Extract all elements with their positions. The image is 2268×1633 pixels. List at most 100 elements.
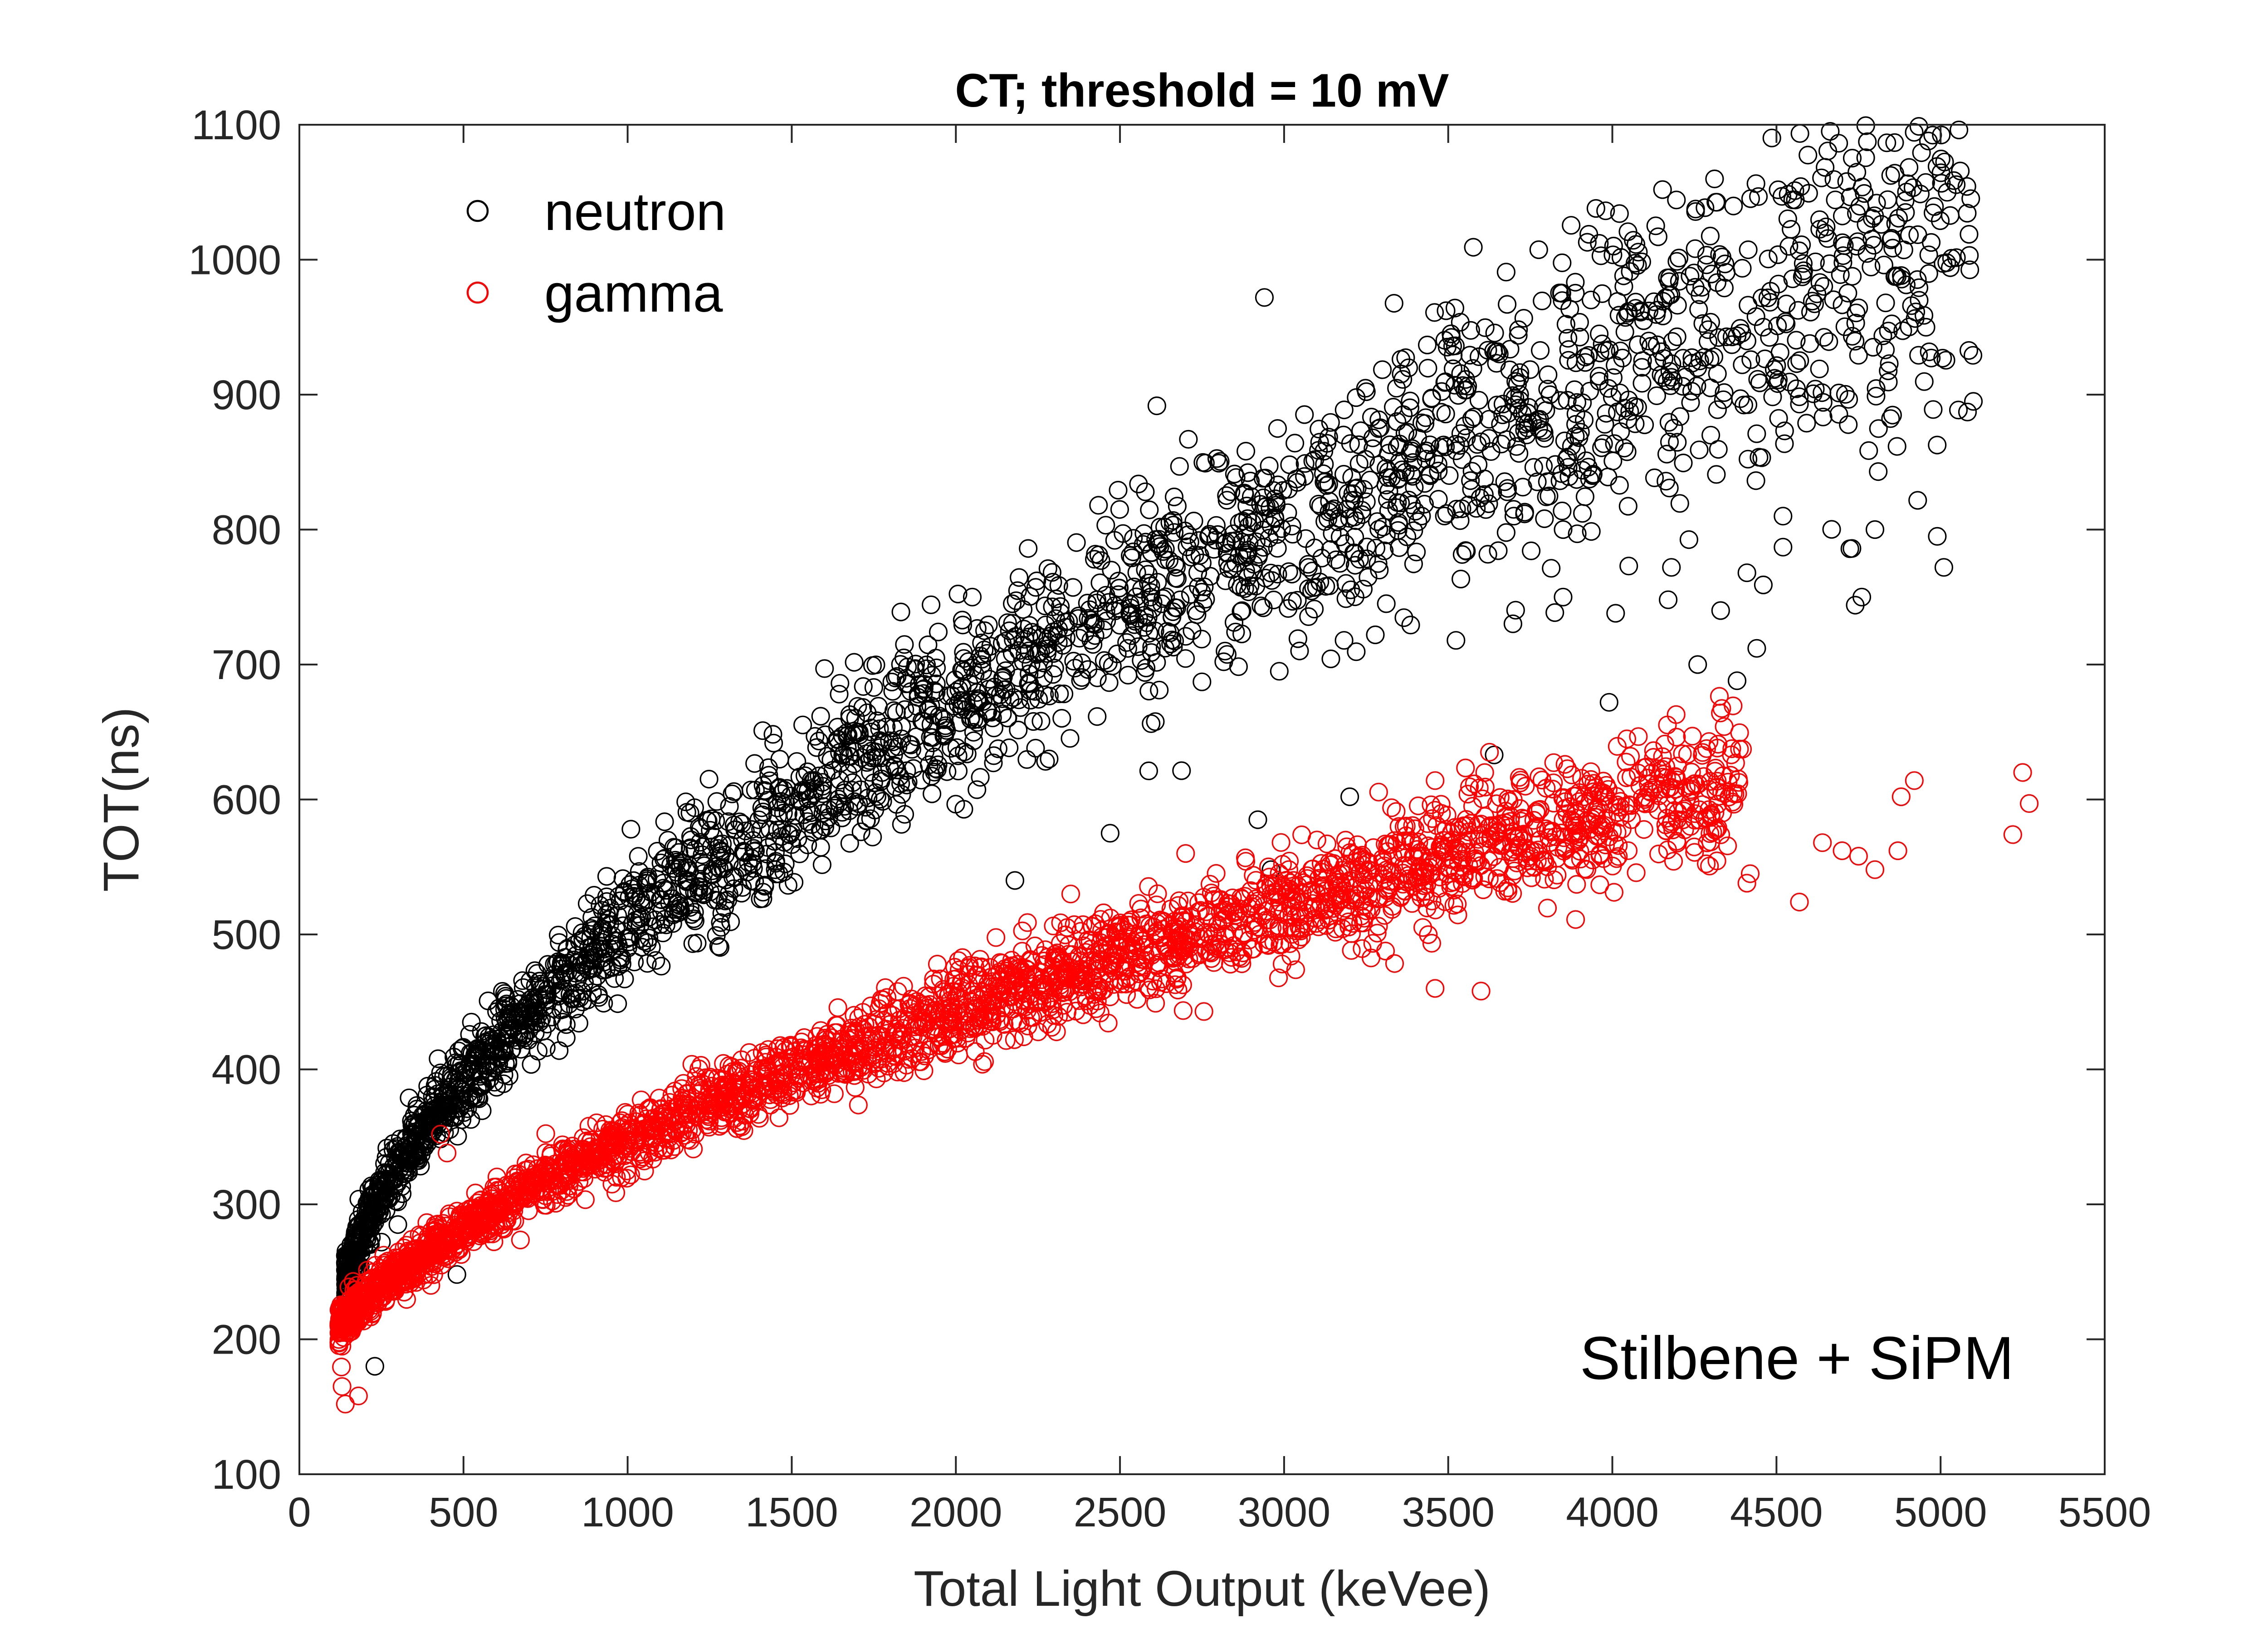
neutron-point (1731, 389, 1750, 408)
neutron-point (1350, 550, 1369, 569)
neutron-point (1362, 407, 1381, 427)
neutron-point (709, 937, 728, 956)
neutron-point (1403, 453, 1422, 472)
neutron-point (1117, 633, 1136, 652)
neutron-point (1937, 253, 1956, 272)
gamma-point (1657, 809, 1677, 828)
gamma-point (1134, 938, 1154, 957)
gamma-point (1701, 832, 1721, 851)
neutron-point (1594, 434, 1613, 453)
gamma-point (965, 956, 984, 976)
gamma-point (1151, 910, 1170, 929)
neutron-point (608, 994, 627, 1013)
gamma-point (1385, 954, 1404, 973)
neutron-point (1501, 340, 1520, 359)
gamma-point (1303, 894, 1322, 913)
neutron-point (1182, 548, 1201, 567)
neutron-point (1407, 543, 1426, 562)
neutron-point (1514, 308, 1533, 328)
neutron-point (1019, 539, 1038, 558)
neutron-point (1229, 657, 1248, 676)
neutron-point (852, 748, 871, 767)
neutron-point (1659, 590, 1678, 609)
neutron-point (1471, 432, 1491, 451)
neutron-point (947, 738, 966, 757)
neutron-point (1108, 644, 1127, 664)
neutron-point (1559, 340, 1578, 359)
gamma-point (1608, 737, 1627, 756)
neutron-point (1217, 645, 1237, 664)
gamma-point (1574, 787, 1593, 807)
neutron-point (1912, 143, 1931, 162)
neutron-point (1631, 303, 1650, 322)
neutron-point (1167, 557, 1186, 577)
neutron-point (496, 987, 515, 1006)
neutron-point (1084, 613, 1103, 633)
neutron-point (1050, 684, 1069, 704)
neutron-point (693, 871, 712, 890)
gamma-point (621, 1165, 640, 1184)
neutron-point (1142, 643, 1161, 662)
neutron-point (1534, 457, 1553, 476)
neutron-point (1633, 351, 1652, 370)
neutron-point (1682, 348, 1701, 367)
neutron-point (680, 803, 699, 822)
neutron-point (828, 718, 847, 737)
gamma-point (1348, 848, 1367, 867)
neutron-point (902, 740, 922, 759)
neutron-point (1876, 293, 1895, 313)
neutron-point (1639, 301, 1659, 321)
neutron-point (788, 829, 807, 848)
gamma-point (811, 1085, 830, 1104)
neutron-point (1515, 504, 1534, 523)
neutron-point (1557, 450, 1576, 469)
neutron-point (1615, 439, 1634, 458)
neutron-point (1732, 323, 1751, 343)
neutron-point (1717, 327, 1736, 347)
neutron-point (1826, 191, 1845, 210)
neutron-point (811, 707, 830, 726)
gamma-point (1191, 901, 1210, 920)
neutron-point (1027, 571, 1046, 591)
neutron-point (838, 738, 857, 758)
neutron-point (1590, 324, 1609, 343)
neutron-point (1455, 381, 1475, 400)
neutron-point (621, 820, 640, 839)
neutron-point (1184, 511, 1203, 531)
neutron-point (1791, 177, 1810, 196)
gamma-point (1617, 729, 1637, 748)
neutron-point (971, 646, 990, 665)
neutron-point (1233, 512, 1252, 531)
neutron-point (1790, 395, 1809, 414)
neutron-point (1008, 581, 1027, 600)
neutron-point (1368, 512, 1387, 531)
gamma-point (1222, 948, 1241, 967)
neutron-point (1384, 293, 1403, 313)
gamma-point (1604, 883, 1623, 902)
neutron-point (1747, 424, 1766, 443)
neutron-point (1460, 346, 1480, 365)
neutron-point (891, 774, 910, 793)
neutron-point (1848, 163, 1867, 182)
gamma-point (892, 1031, 911, 1050)
neutron-point (778, 876, 798, 895)
neutron-point (745, 754, 764, 773)
neutron-point (1279, 599, 1298, 618)
neutron-point (716, 845, 735, 865)
neutron-point (1539, 365, 1558, 384)
neutron-point (510, 1025, 529, 1044)
neutron-point (1114, 524, 1133, 543)
gamma-point (1320, 906, 1339, 925)
neutron-point (1739, 296, 1758, 315)
series-neutron (336, 116, 1983, 1376)
neutron-point (1461, 321, 1480, 340)
gamma-point (1025, 936, 1045, 955)
neutron-point (1865, 206, 1884, 225)
neutron-point (1552, 284, 1571, 303)
neutron-point (1461, 471, 1480, 490)
neutron-point (973, 650, 992, 669)
neutron-point (1345, 528, 1364, 547)
neutron-point (925, 763, 944, 782)
neutron-point (846, 709, 865, 728)
gamma-point (849, 1095, 868, 1115)
